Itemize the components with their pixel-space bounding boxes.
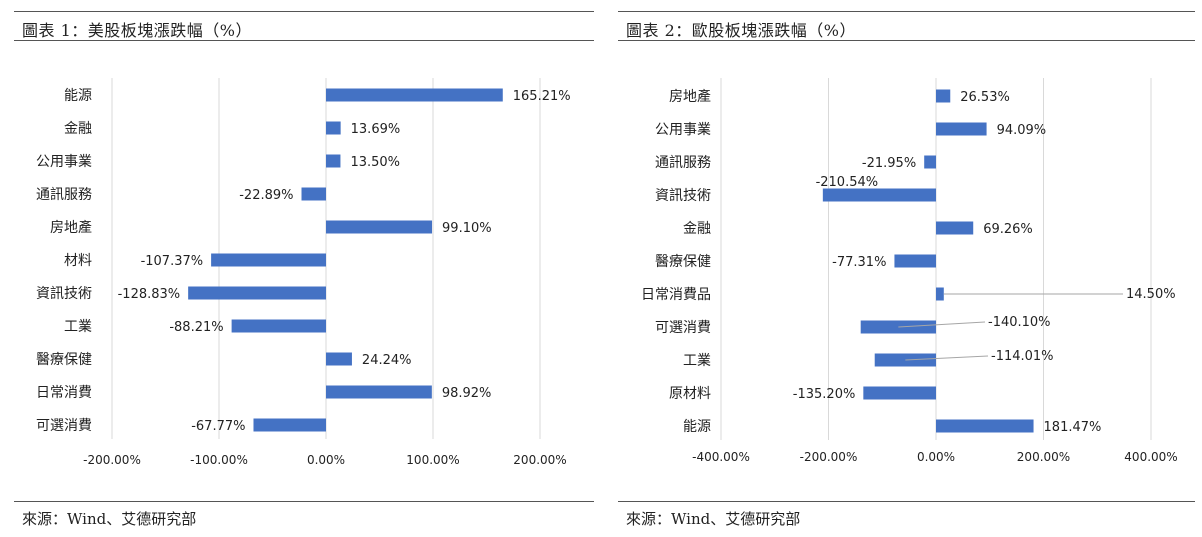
bar xyxy=(326,220,433,234)
data-label: -135.20% xyxy=(793,387,856,402)
data-label: 14.50% xyxy=(1126,287,1176,302)
bar xyxy=(936,221,974,235)
x-tick-label: -400.00% xyxy=(692,450,750,464)
data-label: 98.92% xyxy=(442,386,492,401)
bar xyxy=(326,352,352,366)
bar xyxy=(936,287,944,301)
category-label: 醫療保健 xyxy=(655,253,711,270)
source-divider xyxy=(618,501,1195,502)
category-label: 可選消費 xyxy=(36,418,92,434)
x-tick-label: 0.00% xyxy=(917,450,955,464)
data-label: 13.69% xyxy=(351,122,401,137)
x-tick-label: -200.00% xyxy=(83,453,141,467)
bar xyxy=(936,89,951,103)
leader-line xyxy=(905,355,989,361)
bar xyxy=(822,188,936,202)
bar xyxy=(894,254,936,268)
category-label: 能源 xyxy=(683,419,711,435)
bar xyxy=(936,419,1034,433)
x-tick-label: 200.00% xyxy=(513,453,566,467)
x-tick-label: 0.00% xyxy=(307,453,345,467)
bar xyxy=(936,122,987,136)
data-label: -114.01% xyxy=(991,349,1054,364)
data-label: 26.53% xyxy=(960,90,1010,105)
chart-panel-eu: 圖表 2：歐股板塊漲跌幅（%） -400.00% -200.00% 0.00% 200… xyxy=(618,0,1195,537)
data-label: 13.50% xyxy=(350,155,400,170)
eu-sector-bar-chart: -400.00% -200.00% 0.00% 200.00% 400.00% 房地產 26… xyxy=(641,78,1178,464)
category-label: 日常消費品 xyxy=(641,287,711,303)
category-label: 房地產 xyxy=(50,219,92,236)
category-label: 通訊服務 xyxy=(655,155,711,171)
us-sector-bar-chart: -200.00% -100.00% 0.00% 100.00% 200.00% 能源 165… xyxy=(36,78,571,467)
chart-panel-us: 圖表 1：美股板塊漲跌幅（%） -200.00% -100.00% 0.00% 100… xyxy=(14,0,594,537)
category-label: 資訊技術 xyxy=(655,188,711,204)
x-tick-label: 400.00% xyxy=(1124,450,1177,464)
data-label: -22.89% xyxy=(239,188,293,203)
category-label: 醫療保健 xyxy=(36,351,92,368)
bar xyxy=(231,319,326,333)
leader-line xyxy=(898,321,986,328)
data-label: -67.77% xyxy=(191,419,245,434)
bar xyxy=(326,88,503,102)
data-label: 94.09% xyxy=(997,123,1047,138)
category-label: 房地產 xyxy=(669,88,711,105)
data-label: -88.21% xyxy=(169,320,223,335)
bar xyxy=(326,385,432,399)
data-label: -77.31% xyxy=(832,255,886,270)
bar xyxy=(326,154,341,168)
data-label: -107.37% xyxy=(141,254,204,269)
category-label: 工業 xyxy=(64,319,92,335)
bar xyxy=(863,386,936,400)
bar xyxy=(211,253,326,267)
data-label: 181.47% xyxy=(1044,420,1102,435)
source-divider xyxy=(14,501,594,502)
category-label: 金融 xyxy=(64,121,92,137)
chart-title: 圖表 2：歐股板塊漲跌幅（%） xyxy=(626,21,856,40)
category-label: 資訊技術 xyxy=(36,286,92,302)
data-label: 69.26% xyxy=(983,222,1033,237)
category-label: 公用事業 xyxy=(655,122,711,138)
category-label: 能源 xyxy=(64,88,92,104)
x-tick-label: -100.00% xyxy=(190,453,248,467)
category-label: 日常消費 xyxy=(36,385,92,401)
source-note: 來源：Wind、艾德研究部 xyxy=(22,510,197,528)
data-label: 165.21% xyxy=(513,89,571,104)
category-label: 公用事業 xyxy=(36,154,92,170)
data-label: 99.10% xyxy=(442,221,492,236)
x-tick-label: -200.00% xyxy=(800,450,858,464)
data-label: 24.24% xyxy=(362,353,412,368)
data-label: -21.95% xyxy=(862,156,916,171)
category-label: 工業 xyxy=(683,353,711,369)
data-label: -210.54% xyxy=(816,175,879,190)
chart-title: 圖表 1：美股板塊漲跌幅（%） xyxy=(22,21,252,40)
bar xyxy=(188,286,326,300)
title-bar: 圖表 1：美股板塊漲跌幅（%） xyxy=(14,11,594,41)
x-tick-label: 100.00% xyxy=(406,453,459,467)
data-label: -140.10% xyxy=(988,315,1051,330)
bar xyxy=(924,155,936,169)
bar xyxy=(253,418,326,432)
x-tick-label: 200.00% xyxy=(1017,450,1070,464)
category-label: 可選消費 xyxy=(655,320,711,336)
title-bar: 圖表 2：歐股板塊漲跌幅（%） xyxy=(618,11,1195,41)
data-label: -128.83% xyxy=(118,287,181,302)
category-label: 原材料 xyxy=(669,386,711,402)
source-note: 來源：Wind、艾德研究部 xyxy=(626,510,801,528)
bar xyxy=(326,121,341,135)
category-label: 金融 xyxy=(683,221,711,237)
bar xyxy=(301,187,326,201)
category-label: 材料 xyxy=(64,253,92,269)
category-label: 通訊服務 xyxy=(36,187,92,203)
